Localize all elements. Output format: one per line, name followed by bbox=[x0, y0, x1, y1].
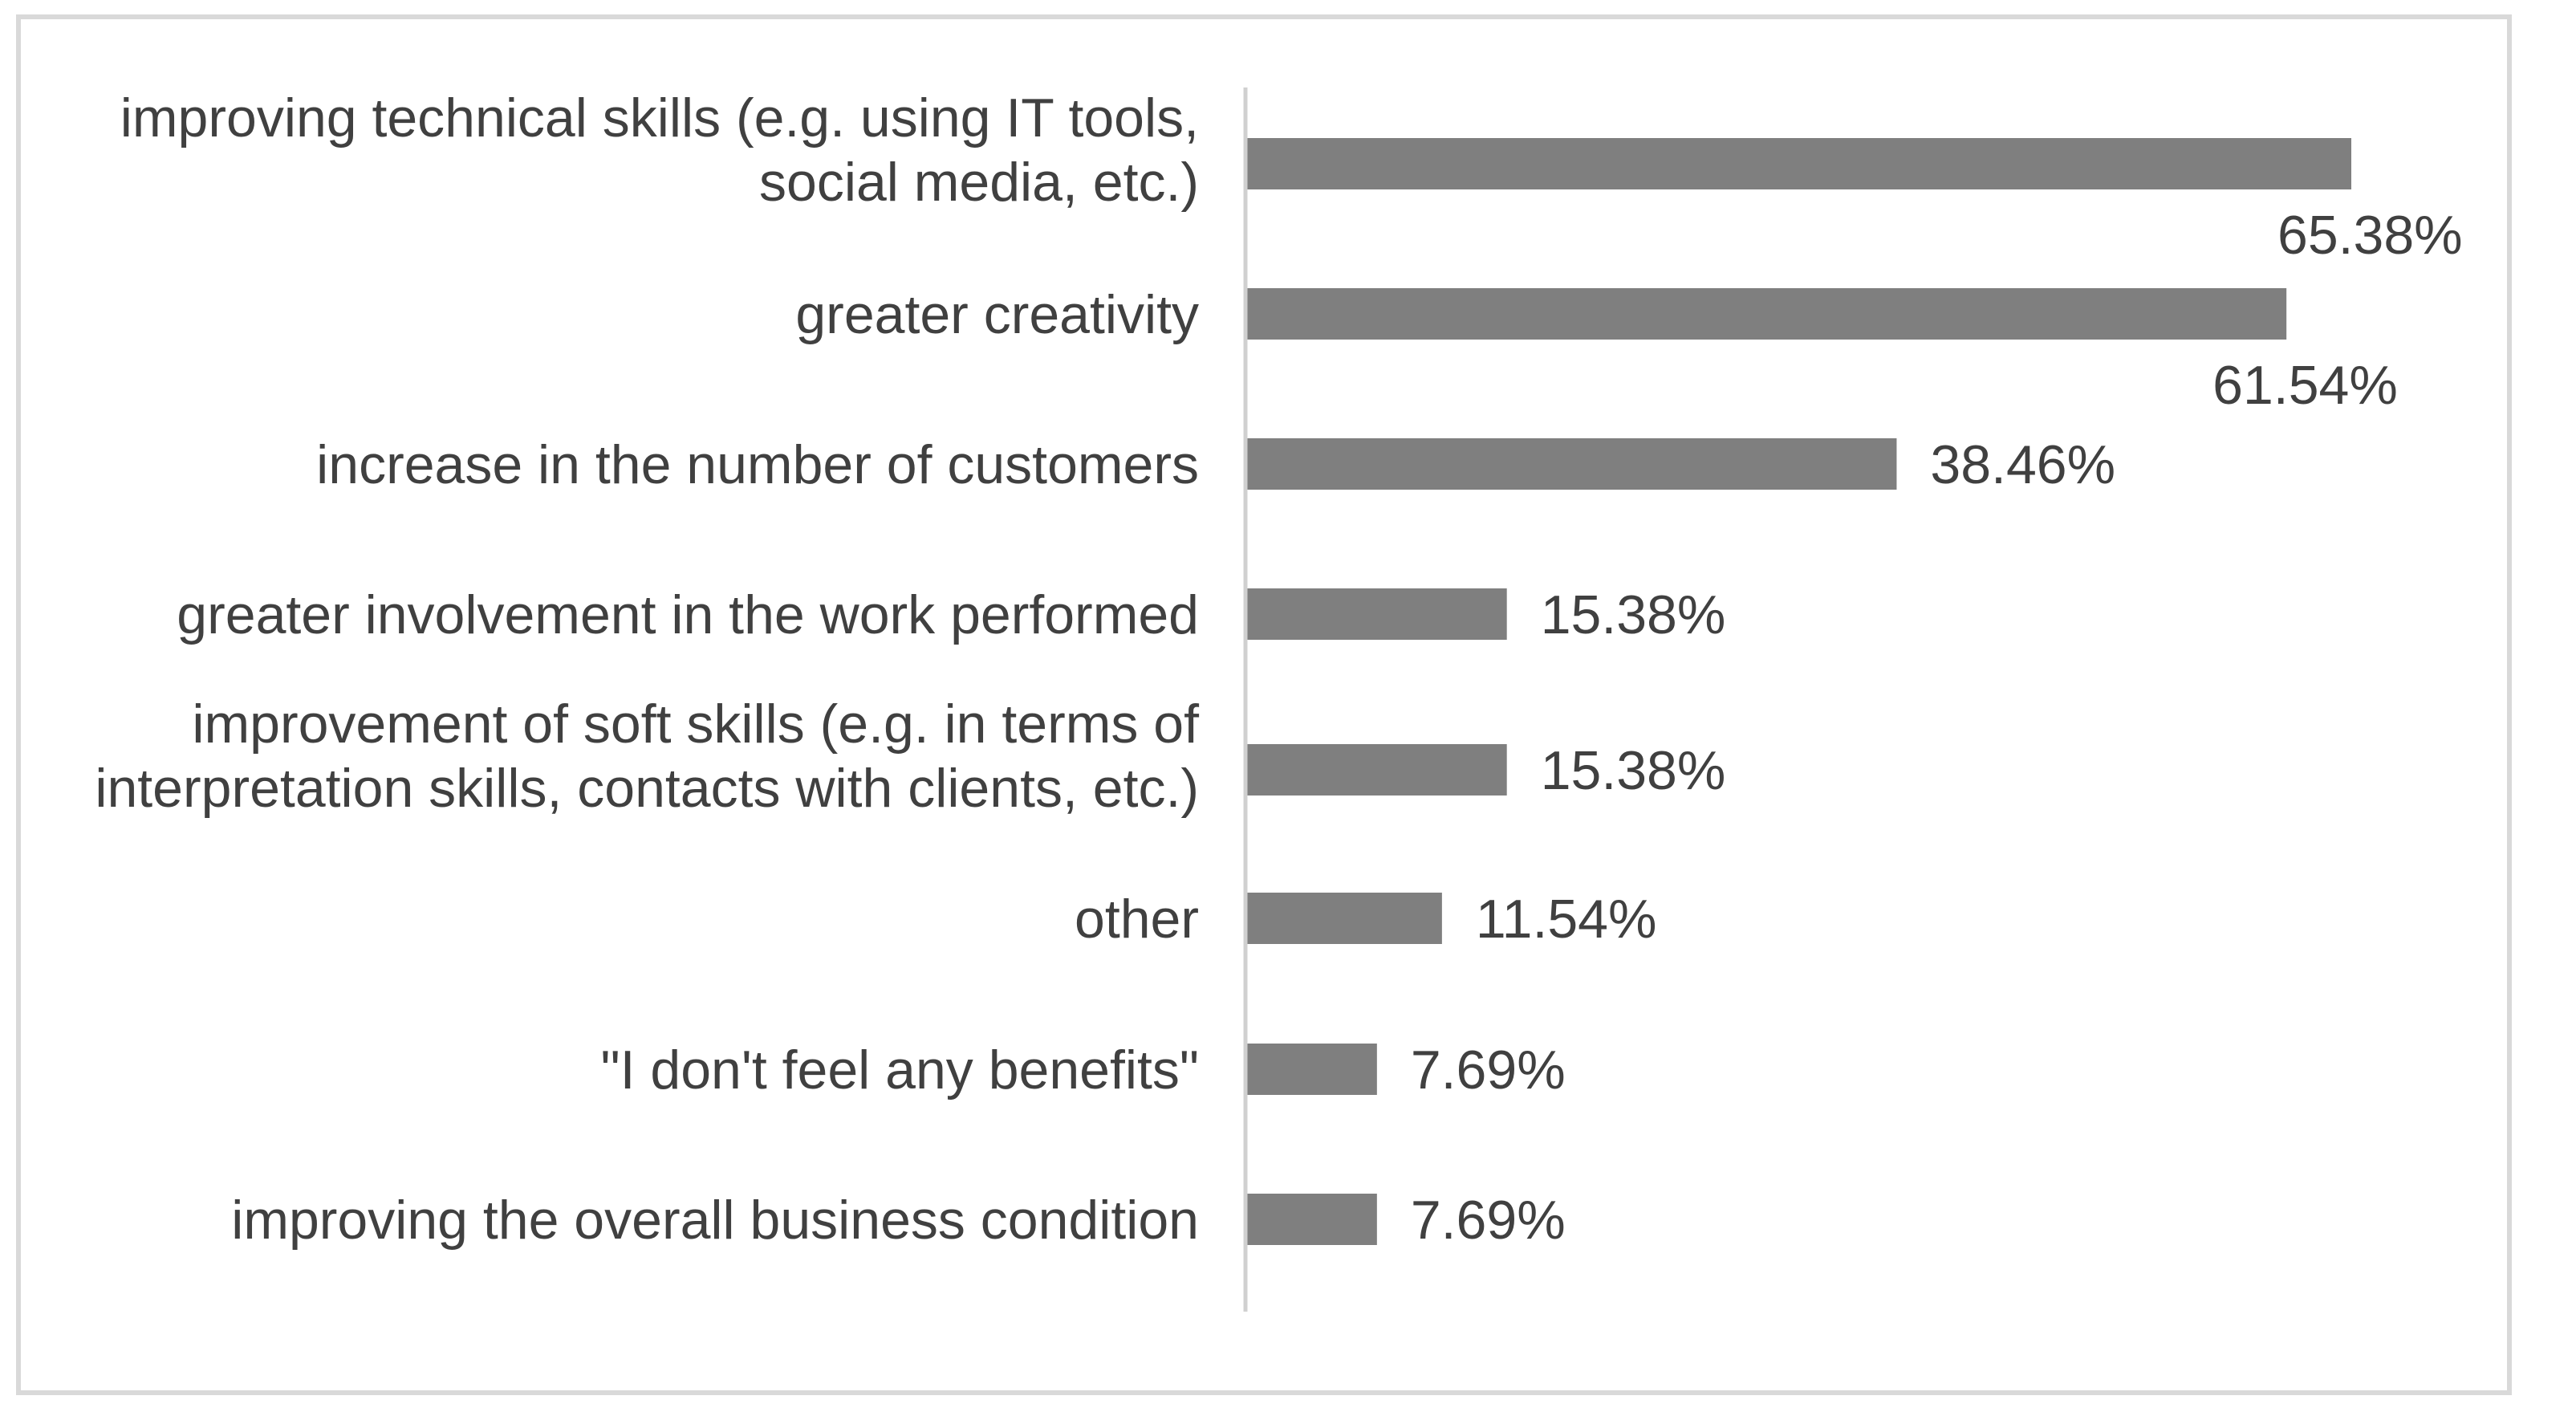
value-label-5: 11.54% bbox=[1476, 889, 1657, 950]
value-label-6: 7.69% bbox=[1411, 1040, 1566, 1101]
category-label-7: improving the overall business condition bbox=[231, 1190, 1199, 1251]
bar-0 bbox=[1247, 138, 2351, 189]
category-label-5: other bbox=[1075, 889, 1199, 950]
bar-3 bbox=[1247, 588, 1507, 640]
category-label-3: greater involvement in the work performe… bbox=[177, 584, 1199, 645]
category-label-5-line-0: other bbox=[1075, 889, 1199, 950]
value-label-4: 15.38% bbox=[1541, 740, 1726, 801]
category-label-2-line-0: increase in the number of customers bbox=[316, 434, 1199, 495]
value-label-7: 7.69% bbox=[1411, 1190, 1566, 1251]
category-label-4-line-0: improvement of soft skills (e.g. in term… bbox=[192, 694, 1199, 755]
category-label-0-line-1: social media, etc.) bbox=[759, 152, 1199, 213]
category-label-6: "I don't feel any benefits" bbox=[600, 1040, 1199, 1101]
value-label-3: 15.38% bbox=[1541, 584, 1726, 645]
bars-layer bbox=[1247, 138, 2351, 1245]
value-labels: 65.38% 61.54% 38.46% 15.38% 15.38% 11.54% 7.69… bbox=[1411, 205, 2463, 1251]
bar-1 bbox=[1247, 288, 2287, 340]
category-label-4-line-1: interpretation skills, contacts with cli… bbox=[95, 758, 1199, 819]
bar-4 bbox=[1247, 744, 1507, 795]
category-labels: improving technical skills (e.g. using I… bbox=[95, 87, 1199, 1251]
value-label-2: 38.46% bbox=[1930, 434, 2115, 495]
category-label-1: greater creativity bbox=[795, 284, 1199, 345]
bar-6 bbox=[1247, 1044, 1377, 1095]
bar-7 bbox=[1247, 1194, 1377, 1245]
category-label-0-line-0: improving technical skills (e.g. using I… bbox=[120, 87, 1199, 149]
value-label-0: 65.38% bbox=[2277, 205, 2463, 266]
category-label-4: improvement of soft skills (e.g. in term… bbox=[95, 694, 1199, 819]
chart-frame: improving technical skills (e.g. using I… bbox=[16, 14, 2512, 1395]
category-label-0: improving technical skills (e.g. using I… bbox=[120, 87, 1199, 213]
bar-chart: improving technical skills (e.g. using I… bbox=[95, 87, 2463, 1312]
bar-5 bbox=[1247, 893, 1442, 944]
category-label-3-line-0: greater involvement in the work performe… bbox=[177, 584, 1199, 645]
bar-2 bbox=[1247, 438, 1897, 490]
category-label-1-line-0: greater creativity bbox=[795, 284, 1199, 345]
category-label-6-line-0: "I don't feel any benefits" bbox=[600, 1040, 1199, 1101]
category-label-2: increase in the number of customers bbox=[316, 434, 1199, 495]
value-label-1: 61.54% bbox=[2212, 355, 2398, 416]
category-label-7-line-0: improving the overall business condition bbox=[231, 1190, 1199, 1251]
